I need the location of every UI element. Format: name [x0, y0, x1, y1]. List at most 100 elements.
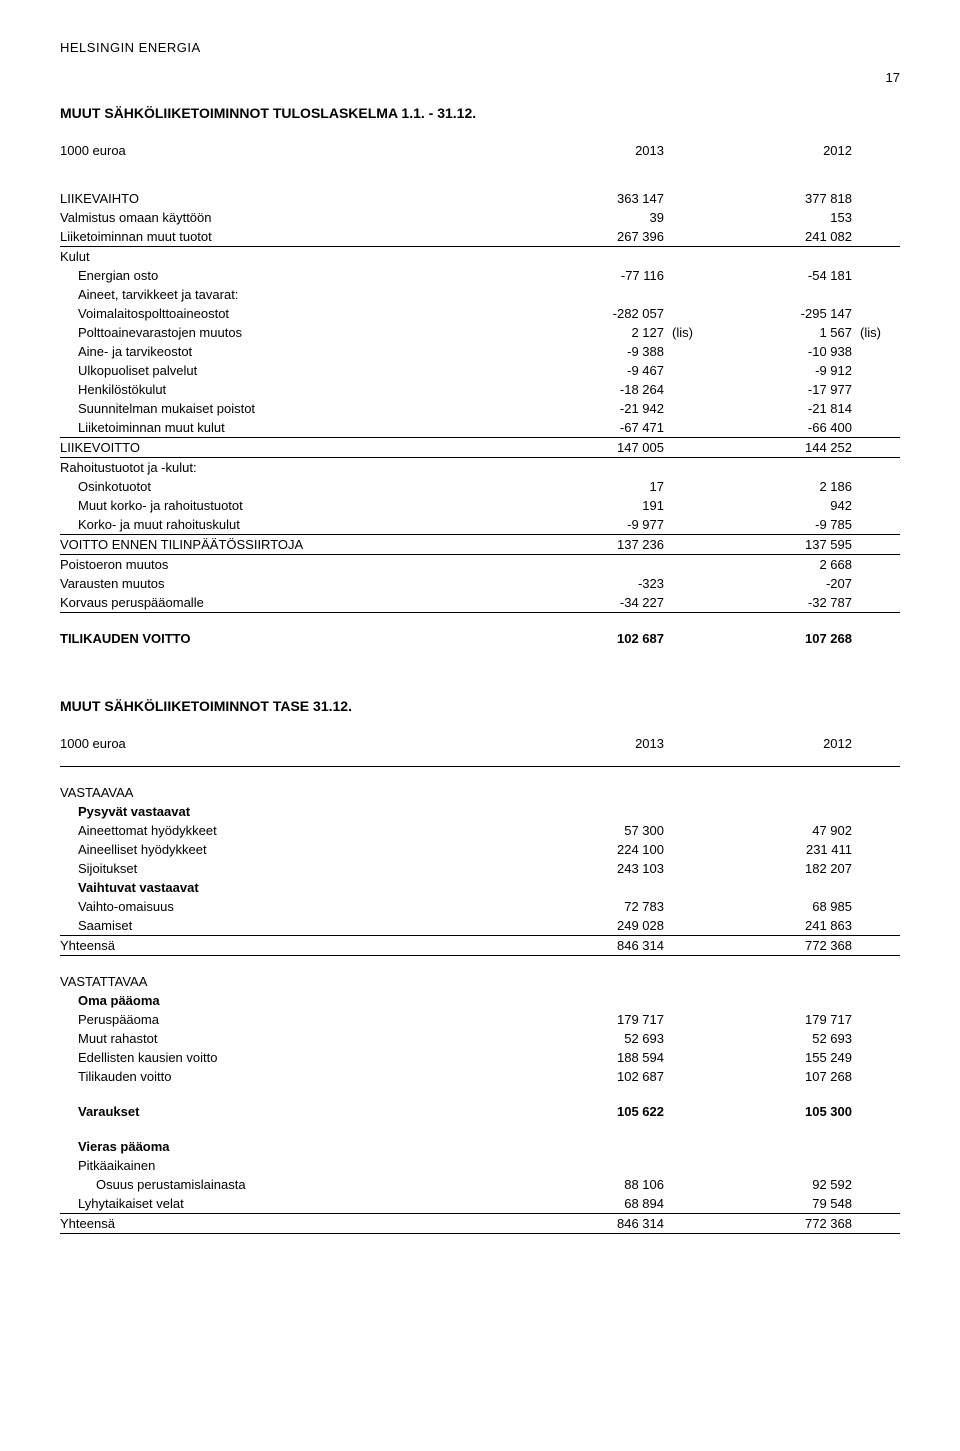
row-label: Vaihto-omaisuus [60, 897, 524, 916]
row-label: VASTAAVAA [60, 783, 524, 802]
row-value: 155 249 [712, 1048, 860, 1067]
row-value: 137 595 [712, 535, 860, 555]
year2: 2012 [712, 734, 860, 767]
row-label: Polttoainevarastojen muutos [60, 323, 524, 342]
row-value: 105 622 [524, 1102, 672, 1121]
row-label: Muut korko- ja rahoitustuotot [60, 496, 524, 515]
row-value: 363 147 [524, 189, 672, 208]
row-value: -21 814 [712, 399, 860, 418]
row-label: Ulkopuoliset palvelut [60, 361, 524, 380]
row-value: 846 314 [524, 936, 672, 956]
row-value: 102 687 [524, 629, 672, 648]
row-value: 153 [712, 208, 860, 227]
row-value: 52 693 [524, 1029, 672, 1048]
row-label: Yhteensä [60, 936, 524, 956]
row-label: Aine- ja tarvikeostot [60, 342, 524, 361]
row-label: Varaukset [60, 1102, 524, 1121]
row-value: 2 186 [712, 477, 860, 496]
row-label: Peruspääoma [60, 1010, 524, 1029]
row-label: VOITTO ENNEN TILINPÄÄTÖSSIIRTOJA [60, 535, 524, 555]
row-label: Vaihtuvat vastaavat [60, 878, 524, 897]
row-value: 107 268 [712, 1067, 860, 1086]
row-label: Henkilöstökulut [60, 380, 524, 399]
row-value: 1 567 [712, 323, 860, 342]
row-label: Energian osto [60, 266, 524, 285]
row-value: -10 938 [712, 342, 860, 361]
row-value: -9 912 [712, 361, 860, 380]
row-label: Voimalaitospolttoaineostot [60, 304, 524, 323]
row-value: 179 717 [712, 1010, 860, 1029]
row-label: Pysyvät vastaavat [60, 802, 524, 821]
row-value: -18 264 [524, 380, 672, 399]
row-value: -9 785 [712, 515, 860, 535]
row-value: 68 985 [712, 897, 860, 916]
row-value: 249 028 [524, 916, 672, 936]
row-value: 182 207 [712, 859, 860, 878]
row-label: Liiketoiminnan muut kulut [60, 418, 524, 438]
row-value: 92 592 [712, 1175, 860, 1194]
row-value: 243 103 [524, 859, 672, 878]
row-label: Valmistus omaan käyttöön [60, 208, 524, 227]
row-label: Sijoitukset [60, 859, 524, 878]
row-value: 144 252 [712, 438, 860, 458]
row-value: 241 082 [712, 227, 860, 247]
row-value: 39 [524, 208, 672, 227]
year1: 2013 [524, 141, 672, 173]
row-value: 377 818 [712, 189, 860, 208]
row-value: 147 005 [524, 438, 672, 458]
row-value: 191 [524, 496, 672, 515]
row-value: -34 227 [524, 593, 672, 613]
row-value: 241 863 [712, 916, 860, 936]
row-value: 102 687 [524, 1067, 672, 1086]
unit-label: 1000 euroa [60, 141, 524, 173]
row-value: 224 100 [524, 840, 672, 859]
row-label: Aineelliset hyödykkeet [60, 840, 524, 859]
row-value: 179 717 [524, 1010, 672, 1029]
row-label: Poistoeron muutos [60, 555, 524, 575]
row-value: 105 300 [712, 1102, 860, 1121]
row-value: -295 147 [712, 304, 860, 323]
row-label: Tilikauden voitto [60, 1067, 524, 1086]
row-label: Osuus perustamislainasta [60, 1175, 524, 1194]
row-label: LIIKEVAIHTO [60, 189, 524, 208]
row-value: 137 236 [524, 535, 672, 555]
row-label: Korvaus peruspääomalle [60, 593, 524, 613]
row-value: -21 942 [524, 399, 672, 418]
row-value: 52 693 [712, 1029, 860, 1048]
row-annotation: (lis) [672, 323, 712, 342]
org-header: HELSINGIN ENERGIA [60, 40, 900, 55]
row-label: Saamiset [60, 916, 524, 936]
row-value: 17 [524, 477, 672, 496]
unit-label: 1000 euroa [60, 734, 524, 767]
row-value: 107 268 [712, 629, 860, 648]
row-value: 68 894 [524, 1194, 672, 1214]
row-label: Vieras pääoma [60, 1137, 524, 1156]
row-label: Kulut [60, 247, 524, 267]
row-label: Muut rahastot [60, 1029, 524, 1048]
row-label: Aineet, tarvikkeet ja tavarat: [60, 285, 524, 304]
row-label: Rahoitustuotot ja -kulut: [60, 458, 524, 478]
row-label: Lyhytaikaiset velat [60, 1194, 524, 1214]
year1: 2013 [524, 734, 672, 767]
row-label: Pitkäaikainen [60, 1156, 524, 1175]
row-value: -17 977 [712, 380, 860, 399]
row-annotation: (lis) [860, 323, 900, 342]
row-value: -323 [524, 574, 672, 593]
row-value: 772 368 [712, 1214, 860, 1234]
row-label: Korko- ja muut rahoituskulut [60, 515, 524, 535]
income-title: MUUT SÄHKÖLIIKETOIMINNOT TULOSLASKELMA 1… [60, 105, 900, 121]
row-label: LIIKEVOITTO [60, 438, 524, 458]
row-value: 2 668 [712, 555, 860, 575]
row-value: 846 314 [524, 1214, 672, 1234]
row-label: Edellisten kausien voitto [60, 1048, 524, 1067]
row-label: Liiketoiminnan muut tuotot [60, 227, 524, 247]
row-value: 47 902 [712, 821, 860, 840]
balance-sheet-table: 1000 euroa 2013 2012 VASTAAVAA Pysyvät v… [60, 734, 900, 1234]
row-value: 79 548 [712, 1194, 860, 1214]
row-value: 2 127 [524, 323, 672, 342]
row-label: VASTATTAVAA [60, 972, 524, 991]
row-value: 72 783 [524, 897, 672, 916]
row-label: Yhteensä [60, 1214, 524, 1234]
row-value: 267 396 [524, 227, 672, 247]
row-value: -32 787 [712, 593, 860, 613]
